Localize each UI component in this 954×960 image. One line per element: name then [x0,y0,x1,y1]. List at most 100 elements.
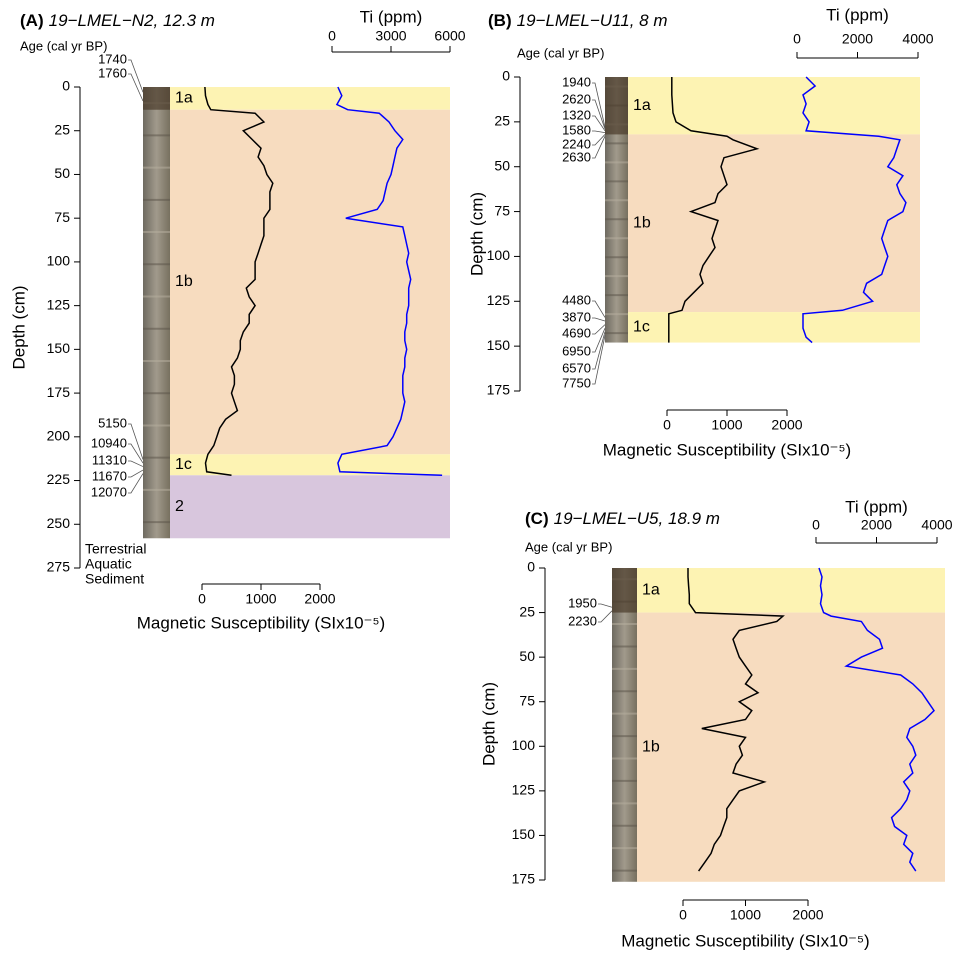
unit-band [628,77,920,135]
profile-line [818,567,935,872]
y-tick-label: 125 [47,296,71,312]
age-heading: Age (cal yr BP) [20,38,107,53]
unit-band [628,312,920,343]
x-tick-label: 2000 [861,517,892,533]
unit-band [637,612,945,882]
age-label: 12070 [91,484,127,499]
unit-label: 1c [175,456,192,473]
unit-label: 2 [175,498,184,515]
y-tick-label: 150 [47,340,71,356]
unit-label: 1c [633,319,650,336]
age-heading: Age (cal yr BP) [517,45,604,60]
y-tick-label: 125 [487,292,511,308]
y-tick-label: 75 [519,692,535,708]
panel-label: (A) [20,11,44,30]
x-tick-label: 1000 [730,907,761,923]
legend-entry: Terrestrial [85,541,146,557]
unit-band [628,134,920,313]
age-label: 6950 [562,343,591,358]
core-top [605,77,628,135]
x-tick-label: 3000 [375,28,406,44]
age-label: 3870 [562,309,591,324]
profile-line [802,76,907,344]
unit-label: 1a [175,90,193,107]
x-tick-label: 0 [812,517,820,533]
x-axis-title: Ti (ppm) [826,5,889,24]
core-photo [143,87,170,539]
panel-label: (B) [488,11,512,30]
panel-title: (C) 19−LMEL−U5, 18.9 m [525,509,720,528]
y-tick-label: 100 [487,247,511,263]
core-name: 19−LMEL−U5, 18.9 m [554,509,720,528]
age-label: 1580 [562,122,591,137]
age-leader [592,300,606,318]
y-tick-label: 100 [512,737,536,753]
x-tick-label: 0 [793,31,801,47]
y-axis-title: Depth (cm) [467,192,486,276]
y-tick-label: 200 [47,428,71,444]
x-axis-title: Ti (ppm) [845,497,908,516]
x-tick-label: 0 [663,417,671,433]
panel-title: (A) 19−LMEL−N2, 12.3 m [20,11,215,30]
x-tick-label: 0 [679,907,687,923]
y-tick-label: 75 [54,209,70,225]
y-tick-label: 250 [47,515,71,531]
profile-line [204,86,274,477]
core-top [612,568,637,613]
y-axis-title: Depth (cm) [479,682,498,766]
y-tick-label: 25 [519,603,535,619]
age-leader [592,82,606,128]
x-tick-label: 0 [198,591,206,607]
profile-line [335,86,443,477]
age-label: 2630 [562,149,591,164]
panel-label: (C) [525,509,549,528]
profile-line [668,77,760,343]
y-tick-label: 175 [512,871,536,887]
y-tick-label: 75 [494,202,510,218]
legend-entry: Sediment [85,571,144,587]
age-leader [128,59,144,93]
y-tick-label: 0 [62,78,70,94]
unit-band [170,475,450,539]
y-tick-label: 150 [512,826,536,842]
age-label: 7750 [562,375,591,390]
y-tick-label: 50 [54,165,70,181]
y-tick-label: 25 [54,121,70,137]
age-label: 1760 [98,65,127,80]
unit-band [170,109,450,455]
unit-band [637,568,945,613]
x-axis-title: Magnetic Susceptibility (SIx10⁻⁵) [137,613,385,632]
x-tick-label: 2000 [771,417,802,433]
age-label: 6570 [562,360,591,375]
core-name: 19−LMEL−U11, 8 m [517,11,668,30]
unit-label: 1a [642,582,660,599]
profile-line [687,568,785,872]
y-tick-label: 175 [47,384,71,400]
y-tick-label: 25 [494,113,510,129]
y-tick-label: 275 [47,559,71,575]
y-tick-label: 125 [512,782,536,798]
age-leader [128,473,144,494]
y-tick-label: 225 [47,471,71,487]
x-tick-label: 1000 [711,417,742,433]
age-leader [592,331,606,370]
age-label: 1940 [562,74,591,89]
core-photo [612,568,637,882]
age-leader [592,134,606,146]
age-leader [128,469,144,478]
unit-band [170,454,450,476]
age-leader [128,443,144,464]
age-label: 1320 [562,107,591,122]
y-tick-label: 150 [487,337,511,353]
age-leader [592,328,606,353]
age-leader [598,603,613,608]
unit-label: 1b [633,214,651,231]
age-leader [128,460,144,467]
age-label: 11310 [92,452,127,467]
age-label: 5150 [98,415,127,430]
x-tick-label: 6000 [434,28,465,44]
x-axis-title: Ti (ppm) [360,7,423,26]
age-heading: Age (cal yr BP) [525,539,612,554]
age-leader [592,99,606,130]
